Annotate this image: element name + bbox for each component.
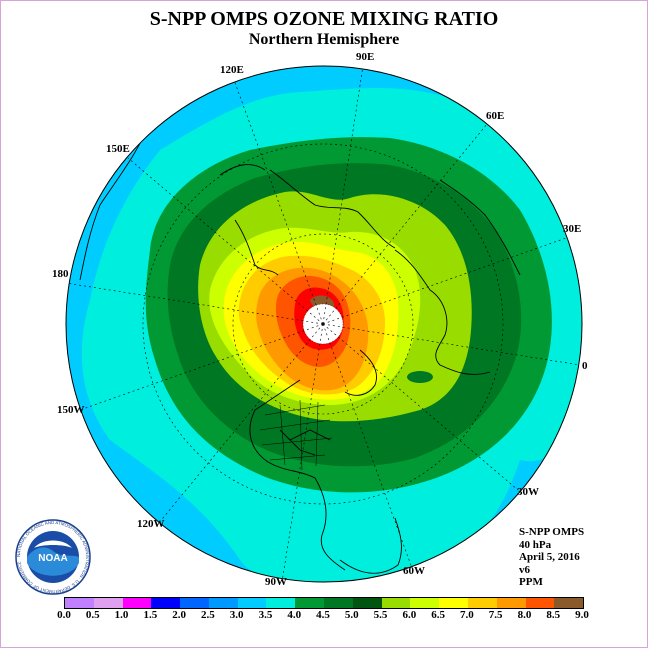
colorbar-segment — [324, 598, 353, 608]
colorbar-segment — [467, 598, 497, 608]
logo-wave — [27, 547, 79, 576]
info-block: S-NPP OMPS 40 hPa April 5, 2016 v6 PPM — [519, 526, 584, 589]
lon-label-180: 180 — [52, 268, 69, 280]
colorbar-tick-label: 7.0 — [460, 609, 474, 621]
lon-label-30e: 30E — [563, 223, 582, 235]
colorbar-ticks: 0.0 0.5 1.0 1.5 2.0 2.5 3.0 3.5 4.0 4.5 5.0 5.5 6.0 6… — [0, 609, 648, 623]
colorbar-tick-label: 1.0 — [114, 609, 129, 621]
lon-label-90e: 90E — [356, 51, 375, 63]
colorbar-segment — [65, 598, 94, 608]
colorbar-tick-label: 2.5 — [201, 609, 215, 621]
colorbar-segment — [381, 598, 411, 608]
colorbar-segment — [237, 598, 267, 608]
colorbar-tick-label: 2.0 — [172, 609, 186, 621]
colorbar-segment — [151, 598, 181, 608]
noaa-logo-icon: NOAA NATIONAL OCEANIC AND ATMOSPHERIC AD… — [15, 519, 91, 595]
info-date: April 5, 2016 — [519, 551, 580, 563]
logo-text: NOAA — [38, 553, 67, 564]
colorbar — [64, 597, 584, 609]
colorbar-tick-label: 6.0 — [402, 609, 417, 621]
colorbar-segment — [122, 598, 152, 608]
colorbar-tick-label: 1.5 — [143, 609, 158, 621]
colorbar-segment — [352, 598, 382, 608]
globe-outline — [65, 65, 583, 583]
colorbar-tick-label: 4.0 — [287, 609, 302, 621]
colorbar-segment — [410, 598, 440, 608]
colorbar-segment — [496, 598, 526, 608]
colorbar-segment — [439, 598, 468, 608]
colorbar-tick-label: 0.5 — [85, 609, 100, 621]
dark-green-pocket — [407, 371, 433, 383]
info-instrument: S-NPP OMPS — [519, 526, 585, 538]
figure-subtitle: Northern Hemisphere — [248, 31, 400, 48]
lon-label-120e: 120E — [220, 64, 244, 76]
lon-label-120w: 120W — [137, 518, 165, 530]
lon-label-0: 0 — [582, 360, 588, 372]
lon-label-90w: 90W — [265, 576, 287, 588]
lon-label-30w: 30W — [517, 486, 539, 498]
colorbar-segment — [266, 598, 296, 608]
lon-label-150e: 150E — [106, 143, 130, 155]
lon-label-150w: 150W — [57, 404, 85, 416]
colorbar-tick-label: 5.0 — [344, 609, 359, 621]
colorbar-segment — [554, 598, 584, 608]
colorbar-tick-label: 3.5 — [258, 609, 273, 621]
ozone-field — [66, 66, 582, 582]
colorbar-segment — [525, 598, 555, 608]
info-units: PPM — [519, 576, 543, 588]
figure-title: S-NPP OMPS OZONE MIXING RATIO — [149, 8, 499, 30]
lon-label-60w: 60W — [403, 565, 425, 577]
colorbar-tick-label: 3.0 — [229, 609, 244, 621]
colorbar-tick-label: 0.0 — [57, 609, 71, 621]
colorbar-tick-label: 7.5 — [488, 609, 503, 621]
colorbar-segment — [208, 598, 238, 608]
colorbar-tick-label: 8.0 — [517, 609, 532, 621]
us-state-borders — [259, 399, 333, 471]
lon-label-60e: 60E — [486, 110, 505, 122]
colorbar-segment — [93, 598, 123, 608]
colorbar-tick-label: 9.0 — [575, 609, 589, 621]
colorbar-tick-label: 5.5 — [373, 609, 388, 621]
colorbar-tick-label: 4.5 — [316, 609, 330, 621]
info-version: v6 — [519, 563, 530, 576]
colorbar-segment — [295, 598, 325, 608]
colorbar-segment — [180, 598, 209, 608]
logo-gull — [34, 540, 72, 548]
info-level: 40 hPa — [519, 538, 552, 551]
graticule — [66, 66, 581, 582]
colorbar-tick-label: 8.5 — [546, 609, 561, 621]
colorbar-tick-label: 6.5 — [431, 609, 445, 621]
